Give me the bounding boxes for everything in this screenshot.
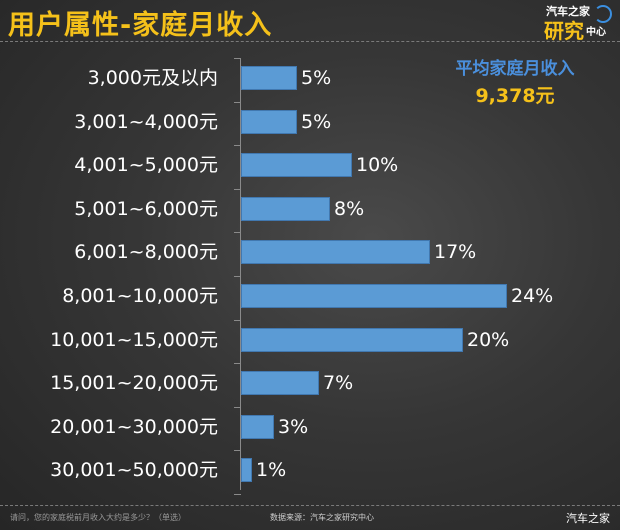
- bar: [241, 284, 507, 308]
- bar-row: 5,001~6,000元 8%: [0, 197, 620, 221]
- average-income-callout: 平均家庭月收入 9,378元: [430, 54, 600, 108]
- bar-row: 10,001~15,000元 20%: [0, 328, 620, 352]
- category-label: 6,001~8,000元: [74, 241, 218, 263]
- swirl-icon: [594, 5, 612, 23]
- value-label: 5%: [301, 111, 332, 133]
- bar-row: 15,001~20,000元 7%: [0, 371, 620, 395]
- category-label: 3,000元及以内: [87, 67, 218, 89]
- bar-row: 30,001~50,000元 1%: [0, 458, 620, 482]
- y-axis: [240, 58, 241, 490]
- bar: [241, 371, 319, 395]
- category-label: 10,001~15,000元: [50, 329, 218, 351]
- bar: [241, 328, 463, 352]
- value-label: 7%: [323, 372, 354, 394]
- bar: [241, 458, 252, 482]
- category-label: 30,001~50,000元: [50, 459, 218, 481]
- bar-row: 4,001~5,000元 10%: [0, 153, 620, 177]
- value-label: 1%: [256, 459, 287, 481]
- axis-tick: [234, 276, 241, 277]
- axis-tick: [234, 407, 241, 408]
- category-label: 4,001~5,000元: [74, 154, 218, 176]
- value-label: 8%: [334, 198, 365, 220]
- footer-divider: [0, 505, 620, 506]
- brand-logo: 汽车之家 研究 中心: [544, 3, 614, 43]
- bar-row: 3,000元及以内 5%: [0, 66, 620, 90]
- bar: [241, 240, 430, 264]
- axis-tick: [234, 363, 241, 364]
- value-label: 3%: [278, 416, 309, 438]
- bar-row: 6,001~8,000元 17%: [0, 240, 620, 264]
- footer-brand: 汽车之家: [566, 512, 610, 525]
- logo-text-3: 中心: [586, 27, 606, 38]
- category-label: 15,001~20,000元: [50, 372, 218, 394]
- axis-tick: [234, 450, 241, 451]
- bar: [241, 110, 297, 134]
- average-label: 平均家庭月收入: [455, 59, 575, 79]
- page-title: 用户属性-家庭月收入: [8, 10, 273, 41]
- data-source: 数据来源：汽车之家研究中心: [270, 513, 374, 522]
- bar-row: 3,001~4,000元 5%: [0, 110, 620, 134]
- value-label: 24%: [511, 285, 554, 307]
- bar: [241, 415, 274, 439]
- header-divider: [0, 41, 620, 42]
- category-label: 3,001~4,000元: [74, 111, 218, 133]
- logo-text-1: 汽车之家: [546, 5, 590, 18]
- axis-tick: [234, 494, 241, 495]
- bar-row: 20,001~30,000元 3%: [0, 415, 620, 439]
- category-label: 5,001~6,000元: [74, 198, 218, 220]
- bar: [241, 66, 297, 90]
- axis-tick: [234, 189, 241, 190]
- value-label: 17%: [434, 241, 477, 263]
- bar-row: 8,001~10,000元 24%: [0, 284, 620, 308]
- axis-tick: [234, 102, 241, 103]
- logo-text-2: 研究: [544, 19, 584, 43]
- value-label: 10%: [356, 154, 399, 176]
- bar: [241, 197, 330, 221]
- axis-tick: [234, 232, 241, 233]
- axis-tick: [234, 145, 241, 146]
- survey-question: 请问，您的家庭税前月收入大约是多少？（单选）: [10, 513, 186, 522]
- category-label: 8,001~10,000元: [62, 285, 218, 307]
- bar: [241, 153, 352, 177]
- average-value: 9,378元: [475, 85, 555, 107]
- axis-tick: [234, 58, 241, 59]
- value-label: 20%: [467, 329, 510, 351]
- category-label: 20,001~30,000元: [50, 416, 218, 438]
- value-label: 5%: [301, 67, 332, 89]
- axis-tick: [234, 320, 241, 321]
